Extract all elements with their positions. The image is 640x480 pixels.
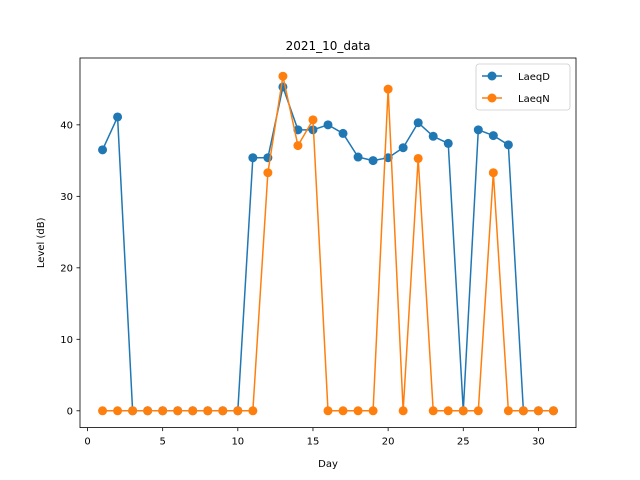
- data-point-laeqd: [353, 152, 363, 162]
- data-point-laeqd: [428, 131, 438, 141]
- data-point-laeqn: [158, 406, 168, 416]
- data-point-laeqd: [323, 120, 333, 130]
- data-point-laeqn: [353, 406, 363, 416]
- data-point-laeqd: [488, 131, 498, 141]
- data-point-laeqn: [488, 168, 498, 178]
- axis-ticks: 0 5 10 15 20 25 30 0 10 20 30 40: [60, 120, 545, 447]
- legend: LaeqD LaeqN: [475, 63, 571, 111]
- x-tick-label: 10: [231, 437, 244, 448]
- legend-label-laeqd: LaeqD: [518, 72, 550, 83]
- y-tick-label: 40: [60, 120, 73, 131]
- data-point-laeqn: [263, 168, 273, 178]
- data-point-laeqd: [368, 156, 378, 166]
- data-point-laeqn: [428, 406, 438, 416]
- data-point-laeqn: [398, 406, 408, 416]
- x-tick-label: 20: [382, 437, 395, 448]
- legend-marker-laeqd: [487, 71, 497, 81]
- data-point-laeqd: [398, 143, 408, 153]
- data-point-laeqd: [383, 153, 393, 163]
- data-point-laeqn: [203, 406, 213, 416]
- data-point-laeqn: [338, 406, 348, 416]
- data-point-laeqd: [503, 140, 513, 150]
- data-point-laeqn: [533, 406, 543, 416]
- data-point-laeqd: [443, 138, 453, 148]
- plot-area: [98, 71, 558, 416]
- data-point-laeqn: [188, 406, 198, 416]
- y-tick-label: 30: [60, 192, 73, 203]
- data-point-laeqd: [248, 153, 258, 163]
- data-point-laeqn: [218, 406, 228, 416]
- axes-frame: [79, 57, 577, 429]
- legend-marker-laeqn: [487, 93, 497, 103]
- x-tick-label: 25: [457, 437, 470, 448]
- x-tick-label: 0: [84, 437, 90, 448]
- x-tick-label: 5: [159, 437, 165, 448]
- x-tick-label: 15: [307, 437, 320, 448]
- chart-title: 2021_10_data: [286, 39, 371, 53]
- x-tick-label: 30: [532, 437, 545, 448]
- data-point-laeqn: [458, 406, 468, 416]
- y-tick-label: 20: [60, 263, 73, 274]
- data-point-laeqd: [98, 145, 108, 155]
- data-point-laeqn: [518, 406, 528, 416]
- data-point-laeqn: [413, 153, 423, 163]
- data-point-laeqn: [278, 71, 288, 81]
- x-axis-label: Day: [318, 459, 338, 470]
- data-point-laeqn: [323, 406, 333, 416]
- series-laeqn: [98, 71, 558, 416]
- data-point-laeqn: [233, 406, 243, 416]
- data-point-laeqn: [503, 406, 513, 416]
- data-point-laeqn: [98, 406, 108, 416]
- data-point-laeqd: [338, 128, 348, 138]
- legend-label-laeqn: LaeqN: [518, 94, 550, 105]
- data-point-laeqn: [293, 141, 303, 151]
- data-point-laeqn: [128, 406, 138, 416]
- data-point-laeqn: [308, 115, 318, 125]
- data-point-laeqn: [143, 406, 153, 416]
- data-point-laeqn: [443, 406, 453, 416]
- data-point-laeqn: [383, 84, 393, 94]
- data-point-laeqd: [473, 125, 483, 135]
- y-tick-label: 0: [67, 406, 73, 417]
- data-point-laeqn: [113, 406, 123, 416]
- data-point-laeqn: [173, 406, 183, 416]
- data-point-laeqn: [548, 406, 558, 416]
- y-axis-label: Level (dB): [36, 217, 47, 268]
- y-tick-label: 10: [60, 335, 73, 346]
- data-point-laeqd: [413, 118, 423, 128]
- data-point-laeqn: [473, 406, 483, 416]
- data-point-laeqd: [113, 112, 123, 122]
- data-point-laeqn: [248, 406, 258, 416]
- data-point-laeqn: [368, 406, 378, 416]
